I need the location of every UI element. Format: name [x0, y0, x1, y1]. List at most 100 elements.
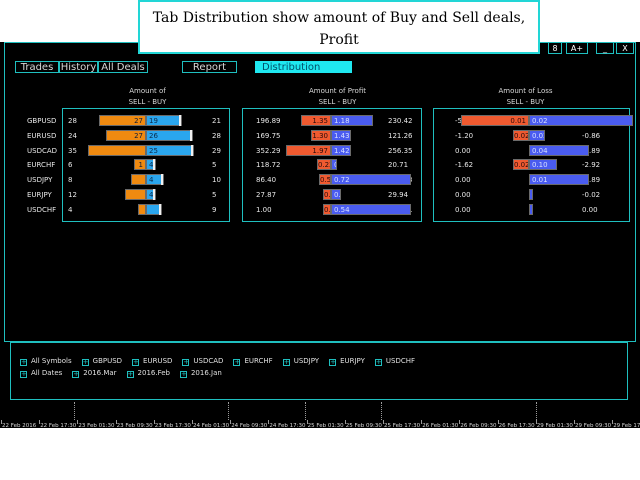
tab-report[interactable]: Report	[182, 61, 237, 73]
time-axis-label: 22 Feb 17:30	[40, 423, 77, 429]
expand-plus-icon[interactable]: +	[126, 370, 134, 378]
tab-distribution[interactable]: Distribution	[255, 61, 352, 73]
loss-buy-total: -0.02	[582, 191, 601, 199]
date-filter-0[interactable]: + All Dates	[20, 369, 62, 378]
minimize-button[interactable]: _	[596, 42, 614, 54]
time-axis-tick	[574, 420, 575, 424]
time-axis-tick	[230, 420, 232, 424]
time-axis-tick	[153, 420, 155, 424]
loss-buy-bar: 0.02	[529, 115, 633, 126]
amount-sell-bar: 27	[106, 129, 146, 141]
loss-buy-bar: 0.04	[529, 144, 589, 156]
close-button[interactable]: X	[616, 42, 634, 54]
symbol-label: EURCHF	[27, 161, 56, 170]
profit-sell-bar: 0.58	[319, 174, 331, 186]
symbol-filter-7[interactable]: + USDCHF	[374, 357, 415, 366]
symbol-filter-2[interactable]: + EURUSD	[132, 357, 172, 366]
profit-buy-total: 29.94	[388, 191, 409, 199]
time-axis-tick	[497, 420, 499, 424]
loss-buy-total: -0.86	[582, 131, 601, 140]
symbol-filter-label: USDCAD	[193, 357, 224, 365]
amount-buy-bar: 25	[146, 144, 194, 156]
date-filter-2[interactable]: +2016.Feb	[126, 369, 170, 378]
amount-buy-marker	[190, 129, 192, 141]
date-filter-label: 2016.Jan	[190, 369, 222, 377]
amount-subheader: SELL - BUY	[128, 98, 167, 106]
time-axis-label: 23 Feb 01:30	[78, 423, 115, 429]
loss-buy-bar: 0.02	[529, 129, 545, 141]
profit-sell-bar: 1.30	[311, 129, 331, 141]
font-size-increase-button[interactable]: A+	[566, 42, 588, 54]
expand-plus-icon[interactable]: +	[182, 358, 190, 366]
time-axis-tick	[39, 420, 41, 424]
time-axis-label: 23 Feb 09:30	[116, 423, 153, 429]
symbol-filter-4[interactable]: + EURCHF	[233, 357, 273, 366]
period-separator	[536, 402, 537, 420]
symbol-label: USDCAD	[27, 146, 58, 155]
symbol-filter-1[interactable]: + GBPUSD	[81, 357, 122, 366]
loss-sell-total: -1.62	[455, 161, 474, 170]
expand-plus-icon[interactable]: +	[81, 358, 89, 366]
profit-buy-bar: 0.31	[331, 189, 341, 200]
loss-buy-total: 0.00	[582, 205, 598, 214]
expand-plus-icon[interactable]: +	[329, 358, 337, 366]
loss-sell-total: 0.00	[455, 176, 471, 185]
symbol-filter-6[interactable]: + EURJPY	[329, 357, 365, 366]
profit-buy-total: 20.71	[388, 161, 409, 170]
period-separator	[228, 402, 229, 420]
expand-plus-icon[interactable]: +	[282, 358, 290, 366]
amount-buy-bar	[146, 203, 162, 215]
profit-sell-bar: 1.35	[301, 115, 331, 126]
expand-plus-icon[interactable]: +	[179, 370, 187, 378]
time-axis-tick	[344, 420, 346, 424]
time-axis-label: 29 Feb 09:30	[575, 423, 612, 429]
loss-sell-total: 0.00	[455, 146, 471, 155]
expand-plus-icon[interactable]: +	[132, 358, 140, 366]
tab-history[interactable]: History	[59, 61, 98, 73]
symbol-filter-3[interactable]: + USDCAD	[182, 357, 224, 366]
profit-sell-total: 196.89	[256, 117, 281, 125]
time-axis-label: 26 Feb 09:30	[460, 423, 497, 429]
amount-sell-count: 28	[68, 117, 77, 125]
loss-buy-total: -6.89	[582, 176, 601, 185]
period-separator	[74, 402, 75, 420]
expand-plus-icon[interactable]: +	[20, 358, 27, 366]
profit-header: Amount of Profit	[309, 87, 366, 95]
amount-header: Amount of	[129, 87, 166, 95]
time-axis-tick	[77, 420, 79, 424]
symbol-filter-5[interactable]: + USDJPY	[282, 357, 319, 366]
amount-buy-marker	[191, 144, 193, 156]
time-axis-tick	[268, 420, 270, 424]
date-filter-label: 2016.Mar	[83, 369, 117, 377]
time-axis-label: 24 Feb 17:30	[269, 423, 306, 429]
time-axis-tick	[421, 420, 423, 424]
date-filter-row: + All Dates +2016.Mar +2016.Feb +2016.Jan	[20, 360, 232, 379]
profit-sell-total: 86.40	[256, 176, 277, 185]
date-filter-1[interactable]: +2016.Mar	[72, 369, 117, 378]
symbol-filter-0[interactable]: + All Symbols	[20, 357, 72, 366]
symbol-label: GBPUSD	[27, 117, 57, 125]
expand-plus-icon[interactable]: +	[72, 370, 80, 378]
symbol-filter-label: EURJPY	[340, 357, 365, 365]
amount-buy-count: 5	[212, 161, 217, 170]
time-axis-label: 25 Feb 01:30	[307, 423, 344, 429]
amount-sell-count: 4	[68, 205, 73, 214]
date-filter-label: 2016.Feb	[137, 369, 170, 377]
amount-sell-bar	[88, 144, 146, 156]
expand-plus-icon[interactable]: +	[20, 370, 27, 378]
time-axis-tick	[115, 420, 117, 424]
loss-subheader: SELL - BUY	[506, 98, 545, 106]
date-filter-3[interactable]: +2016.Jan	[179, 369, 222, 378]
period-separator	[305, 402, 306, 420]
amount-sell-bar: 27	[99, 115, 146, 126]
count-button[interactable]: 8	[548, 42, 562, 54]
time-axis-label: 24 Feb 09:30	[231, 423, 268, 429]
profit-sell-bar: 0.22	[317, 159, 331, 171]
expand-plus-icon[interactable]: +	[233, 358, 241, 366]
loss-sell-total: 0.00	[455, 205, 471, 214]
period-separator	[381, 402, 382, 420]
tab-all-deals[interactable]: All Deals	[98, 61, 148, 73]
tab-trades[interactable]: Trades	[15, 61, 59, 73]
profit-buy-bar: 1.18	[331, 115, 373, 126]
expand-plus-icon[interactable]: +	[374, 358, 382, 366]
